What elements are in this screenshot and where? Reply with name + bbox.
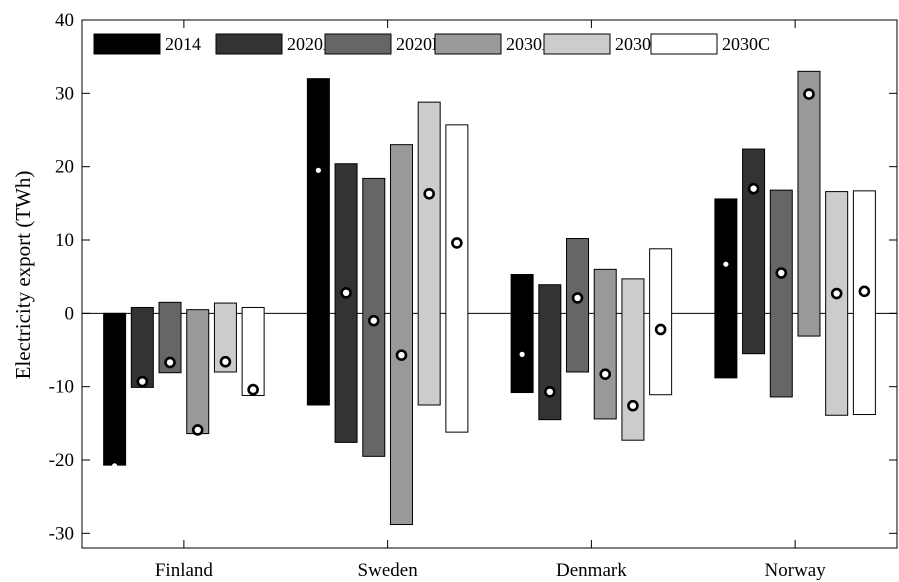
range-bar — [621, 278, 645, 441]
range-bar — [130, 306, 154, 388]
x-tick-label: Norway — [765, 560, 827, 581]
legend-swatch — [93, 33, 161, 55]
legend-label: 2020B — [396, 34, 444, 54]
range-bar — [593, 268, 617, 420]
legend-swatch — [215, 33, 283, 55]
legend-swatch — [543, 33, 611, 55]
range-bar — [538, 284, 562, 421]
range-bar — [334, 163, 358, 443]
range-bar — [241, 306, 265, 396]
plot-frame — [81, 19, 898, 549]
mean-marker — [164, 356, 176, 369]
range-bar — [213, 302, 237, 373]
y-axis: -30 -20 -10 0 10 20 30 40 — [49, 10, 897, 544]
range-bar — [714, 198, 738, 379]
mean-marker — [451, 237, 463, 249]
mean-marker — [571, 292, 584, 304]
mean-marker — [747, 182, 760, 195]
legend-label: 2020A — [287, 34, 336, 54]
mean-marker — [627, 399, 639, 412]
range-bar — [742, 148, 766, 355]
legend-swatch — [650, 33, 718, 55]
y-tick-label: 30 — [55, 83, 74, 104]
legend: 2014 2020A 2020B 2030A 2030B 2030C — [93, 33, 770, 55]
range-bar — [852, 190, 876, 416]
mean-marker — [599, 368, 612, 381]
y-tick-label: -10 — [49, 377, 74, 398]
y-tick-label: -20 — [49, 450, 74, 471]
mean-marker — [723, 261, 729, 267]
range-bar — [649, 248, 673, 396]
mean-marker — [247, 383, 259, 396]
y-tick-label: -30 — [49, 523, 74, 544]
range-bar — [417, 101, 441, 406]
legend-swatch — [434, 33, 502, 55]
mean-marker — [423, 188, 435, 200]
y-axis-title: Electricity export (TWh) — [11, 171, 35, 380]
mean-marker — [112, 463, 118, 469]
range-bar — [306, 78, 330, 406]
mean-marker — [803, 88, 815, 100]
y-tick-label: 10 — [55, 230, 74, 251]
mean-marker — [340, 286, 352, 299]
range-bar — [825, 191, 849, 416]
mean-marker — [775, 267, 788, 279]
x-axis: Finland Sweden Denmark Norway — [155, 20, 826, 581]
range-bar — [566, 238, 590, 373]
range-bar — [445, 124, 469, 433]
range-bar — [389, 144, 413, 526]
mean-marker — [219, 355, 232, 368]
range-bar — [510, 273, 534, 394]
mean-marker — [830, 287, 843, 300]
x-tick-label: Finland — [155, 560, 214, 581]
y-tick-label: 0 — [65, 303, 75, 324]
mean-marker — [519, 351, 525, 357]
x-tick-label: Denmark — [556, 560, 627, 581]
mean-marker — [395, 349, 408, 361]
bars — [103, 70, 876, 526]
mean-marker — [315, 167, 321, 173]
range-bar — [186, 309, 210, 435]
x-tick-label: Sweden — [358, 560, 419, 581]
mean-marker — [654, 323, 667, 336]
mean-marker — [858, 285, 871, 298]
legend-label: 2030A — [506, 34, 555, 54]
range-bar — [103, 312, 127, 466]
mean-marker — [136, 375, 149, 388]
mean-marker — [367, 314, 380, 327]
mean-marker — [191, 424, 204, 436]
legend-label: 2030C — [722, 34, 770, 54]
range-bar — [797, 70, 821, 337]
range-bar — [769, 189, 793, 398]
legend-swatch — [324, 33, 392, 55]
y-tick-label: 20 — [55, 157, 74, 178]
mean-marker — [544, 385, 556, 398]
range-bar — [158, 301, 182, 374]
y-tick-label: 40 — [55, 10, 74, 31]
markers — [112, 88, 871, 469]
legend-label: 2014 — [165, 34, 201, 54]
